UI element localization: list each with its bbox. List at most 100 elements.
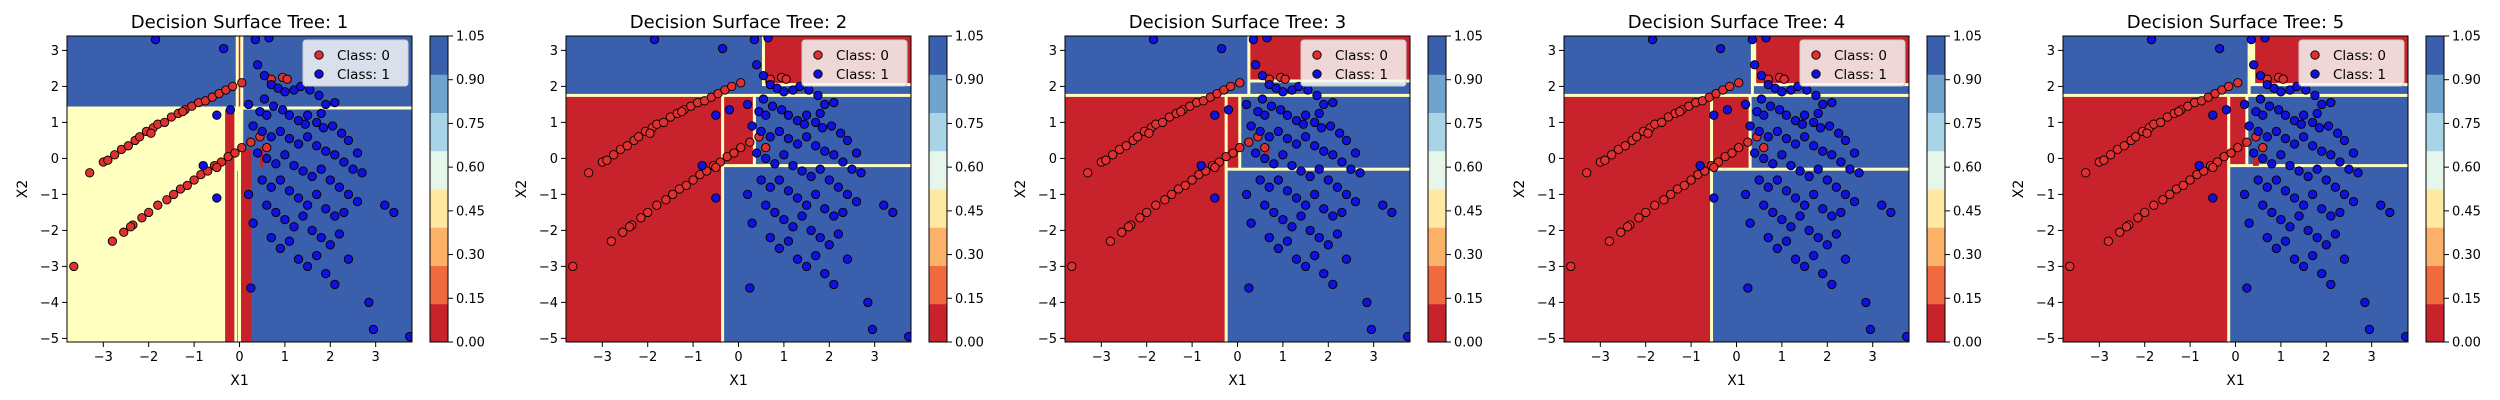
point-class-1	[1319, 204, 1329, 214]
x-tick-label: −3	[593, 350, 612, 365]
point-class-1	[752, 148, 762, 158]
point-class-1	[1298, 119, 1308, 129]
y-tick-label: 0	[1548, 152, 1556, 167]
point-class-0	[182, 180, 192, 191]
y-tick-label: 1	[51, 116, 59, 131]
point-class-0	[1160, 195, 1170, 205]
chart-title: Decision Surface Tree: 3	[1129, 12, 1346, 33]
point-class-0	[2242, 137, 2252, 147]
point-class-1	[316, 164, 326, 174]
point-class-1	[218, 43, 229, 54]
point-class-1	[2246, 36, 2257, 45]
point-class-0	[622, 141, 632, 151]
point-class-1	[2317, 204, 2327, 214]
point-class-1	[2317, 268, 2327, 279]
point-class-1	[742, 99, 753, 110]
point-class-1	[1811, 90, 1821, 101]
point-class-0	[69, 261, 79, 272]
point-class-1	[824, 240, 834, 250]
point-class-1	[1350, 196, 1361, 207]
point-class-1	[318, 123, 329, 133]
panel-5: −3 −2 −1 0 1 2 3 −5 −4 −3 −2 −1 0 1 2 3 Decision Surface…	[2011, 12, 2481, 389]
point-class-1	[302, 132, 313, 142]
point-class-1	[277, 105, 288, 115]
point-class-1	[815, 164, 825, 174]
region-class-1	[254, 149, 258, 342]
point-class-1	[2321, 240, 2331, 250]
point-class-1	[1854, 168, 1864, 178]
point-class-0	[2165, 189, 2175, 200]
colorbar-segment	[929, 74, 947, 113]
point-class-1	[838, 207, 848, 218]
colorbar-tick-label: 1.05	[2452, 30, 2481, 45]
point-class-1	[792, 254, 803, 264]
point-class-0	[2103, 236, 2114, 246]
point-class-1	[817, 123, 828, 133]
colorbar: 0.00 0.15 0.30 0.45 0.60 0.75 0.90 1.05	[429, 30, 485, 351]
colorbar-tick-label: 0.45	[1953, 204, 1982, 219]
point-class-1	[2258, 153, 2268, 164]
point-class-1	[1251, 60, 1261, 70]
point-class-1	[2310, 90, 2320, 101]
colorbar-segment	[1927, 112, 1945, 152]
point-class-1	[1902, 331, 1909, 342]
point-class-1	[2271, 126, 2282, 137]
region-class-1	[1250, 82, 1410, 94]
x-tick-label: 3	[871, 350, 879, 365]
point-class-1	[1813, 108, 1823, 119]
point-class-0	[1144, 128, 1154, 138]
point-class-0	[1600, 155, 1610, 165]
point-class-0	[230, 148, 240, 158]
point-class-1	[1840, 135, 1851, 146]
point-class-1	[847, 164, 857, 174]
colorbar-tick-label: 0.30	[1454, 248, 1483, 263]
point-class-1	[2255, 94, 2266, 104]
point-class-1	[339, 207, 349, 218]
point-class-0	[212, 162, 222, 173]
point-class-1	[788, 222, 798, 232]
point-class-1	[2298, 110, 2309, 120]
point-class-0	[677, 106, 687, 117]
point-class-1	[1797, 119, 1807, 129]
legend-label-class-1: Class: 1	[1834, 67, 1887, 83]
point-class-1	[343, 254, 354, 264]
point-class-1	[1709, 193, 1719, 203]
colorbar-tick-label: 1.05	[456, 30, 485, 45]
point-class-1	[2253, 126, 2263, 137]
point-class-1	[330, 97, 340, 108]
point-class-0	[668, 189, 678, 200]
point-class-0	[1650, 200, 1660, 210]
legend-marker-class-0	[314, 50, 324, 60]
point-class-1	[1743, 283, 1753, 293]
x-tick-label: −1	[1183, 350, 1202, 365]
point-class-0	[609, 150, 619, 160]
point-class-0	[1117, 227, 1127, 237]
point-class-1	[1740, 189, 1751, 200]
point-class-0	[146, 128, 156, 138]
y-tick-label: 3	[51, 44, 59, 59]
point-class-0	[159, 117, 170, 128]
point-class-1	[1269, 159, 1279, 169]
plot-area	[1065, 36, 1410, 342]
point-class-0	[153, 200, 163, 210]
point-class-1	[806, 225, 816, 236]
point-class-1	[2376, 200, 2386, 210]
point-class-0	[189, 175, 199, 185]
point-class-1	[1831, 229, 1842, 239]
point-class-1	[1781, 236, 1792, 246]
point-class-0	[2178, 180, 2188, 191]
point-class-1	[1278, 150, 1288, 160]
y-tick-label: 2	[51, 80, 59, 95]
point-class-0	[2081, 168, 2091, 178]
colorbar-tick-label: 0.00	[955, 336, 984, 351]
point-class-1	[2242, 283, 2252, 293]
point-class-1	[259, 94, 270, 104]
point-class-1	[835, 128, 846, 138]
point-class-1	[1278, 87, 1288, 97]
point-class-0	[2065, 261, 2075, 272]
colorbar-segment	[430, 74, 448, 113]
point-class-1	[2332, 128, 2343, 138]
point-class-1	[321, 146, 331, 156]
point-class-1	[325, 175, 335, 185]
colorbar-frame	[928, 35, 948, 343]
